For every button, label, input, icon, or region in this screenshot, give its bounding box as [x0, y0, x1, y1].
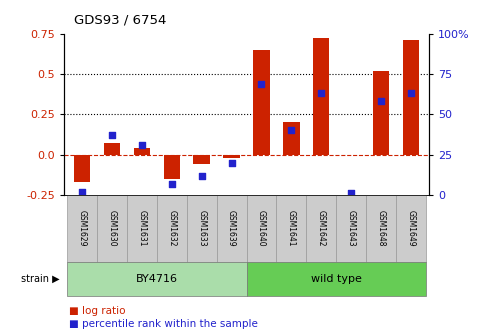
Point [168, 181, 176, 186]
FancyBboxPatch shape [187, 195, 216, 262]
Bar [223, 155, 240, 158]
Text: BY4716: BY4716 [136, 274, 178, 284]
Text: GSM1639: GSM1639 [227, 210, 236, 247]
Text: GSM1630: GSM1630 [107, 210, 116, 247]
FancyBboxPatch shape [306, 195, 336, 262]
Point [317, 91, 325, 96]
FancyBboxPatch shape [127, 195, 157, 262]
Point [347, 191, 355, 196]
Text: ■ percentile rank within the sample: ■ percentile rank within the sample [69, 319, 258, 329]
Text: GSM1629: GSM1629 [77, 210, 87, 247]
Text: GDS93 / 6754: GDS93 / 6754 [74, 14, 166, 27]
FancyBboxPatch shape [216, 195, 246, 262]
Text: GSM1631: GSM1631 [138, 210, 146, 247]
Bar [164, 155, 180, 179]
FancyBboxPatch shape [157, 195, 187, 262]
Point [228, 160, 236, 165]
Bar [403, 40, 419, 155]
Point [377, 99, 385, 104]
Bar [104, 143, 120, 155]
FancyBboxPatch shape [97, 195, 127, 262]
Bar [193, 155, 210, 164]
Text: GSM1642: GSM1642 [317, 210, 326, 247]
Point [108, 132, 116, 138]
Text: GSM1633: GSM1633 [197, 210, 206, 247]
Bar [373, 71, 389, 155]
Text: GSM1640: GSM1640 [257, 210, 266, 247]
Bar [74, 155, 90, 182]
Point [407, 91, 415, 96]
Text: GSM1648: GSM1648 [377, 210, 386, 247]
Text: GSM1649: GSM1649 [406, 210, 416, 247]
Point [257, 81, 265, 86]
FancyBboxPatch shape [67, 195, 97, 262]
FancyBboxPatch shape [336, 195, 366, 262]
Point [138, 142, 146, 148]
FancyBboxPatch shape [277, 195, 306, 262]
FancyBboxPatch shape [67, 262, 246, 296]
Bar [313, 38, 329, 155]
FancyBboxPatch shape [246, 262, 426, 296]
Text: strain ▶: strain ▶ [21, 274, 59, 284]
Point [78, 189, 86, 194]
Bar [134, 148, 150, 155]
Text: GSM1643: GSM1643 [347, 210, 355, 247]
Point [198, 173, 206, 178]
FancyBboxPatch shape [246, 195, 277, 262]
Bar [283, 122, 300, 155]
Text: GSM1641: GSM1641 [287, 210, 296, 247]
FancyBboxPatch shape [396, 195, 426, 262]
Bar [253, 50, 270, 155]
Text: wild type: wild type [311, 274, 362, 284]
Text: ■ log ratio: ■ log ratio [69, 306, 126, 316]
Text: GSM1632: GSM1632 [167, 210, 176, 247]
FancyBboxPatch shape [366, 195, 396, 262]
Point [287, 128, 295, 133]
